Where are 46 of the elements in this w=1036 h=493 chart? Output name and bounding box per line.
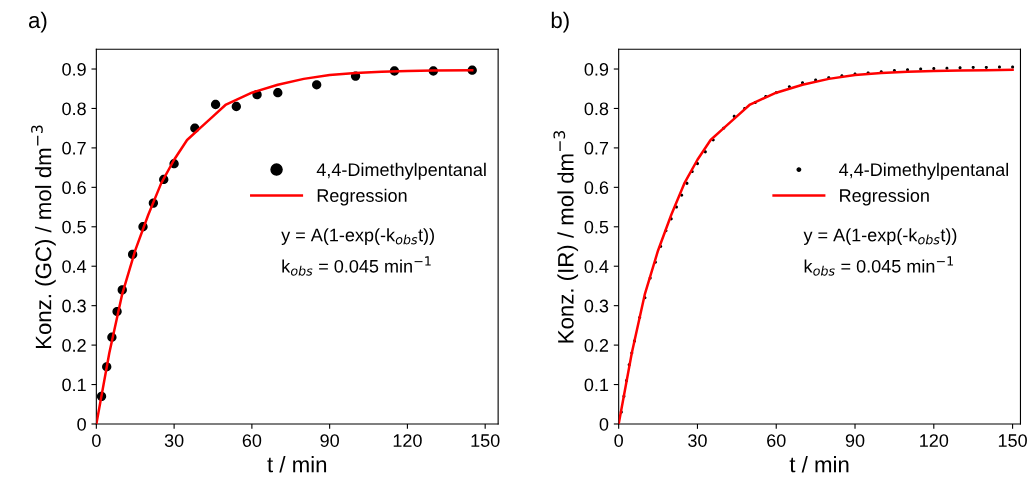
legend-label: Regression	[840, 188, 929, 206]
y-tick-label: 0.1	[62, 378, 86, 392]
x-tick-label: 0	[614, 434, 623, 447]
y-tick-label: 0.1	[584, 378, 609, 392]
legend-label: 4,4-Dimethylpentanal	[316, 162, 486, 180]
x-tick-label: 90	[320, 434, 339, 447]
x-tick-label: 60	[242, 434, 262, 447]
chart-title: a)	[28, 11, 47, 33]
annotation: k$_{obs}$ = 0.045 min$^{−1}$	[282, 256, 431, 276]
y-tick-label: 0.3	[62, 299, 86, 313]
x-tick-label: 120	[920, 434, 949, 447]
chart-title: b)	[551, 11, 569, 33]
y-tick-label: 0.6	[584, 181, 609, 195]
y-tick-label: 0	[77, 417, 86, 431]
y-tick-label: 0.5	[62, 220, 86, 234]
x-tick-label: 120	[393, 434, 422, 447]
y-tick-label: 0.9	[62, 62, 86, 76]
y-tick-label: 0.6	[62, 181, 86, 195]
y-tick-label: 0.3	[584, 299, 609, 313]
x-tick-label: 30	[164, 434, 184, 447]
x-tick-label: 90	[845, 434, 865, 447]
legend-label: 4,4-Dimethylpentanal	[839, 162, 1009, 180]
x-tick-label: 60	[767, 434, 786, 447]
x-tick-label: 0	[92, 434, 101, 447]
x-tick-label: 150	[998, 434, 1027, 447]
x-tick-label: 30	[688, 434, 707, 447]
y-tick-label: 0.2	[62, 339, 86, 352]
y-axis-title: Konz. (GC) / mol dm$^{−3}$	[31, 125, 56, 349]
annotation: y = A(1-exp(-k$_{obs}$t))	[803, 228, 957, 245]
y-tick-label: 0.4	[584, 260, 609, 273]
y-tick-label: 0	[599, 417, 609, 431]
x-axis-title: t / min	[789, 456, 849, 473]
y-tick-label: 0.2	[584, 339, 609, 352]
y-tick-label: 0.4	[62, 260, 87, 273]
x-tick-label: 150	[471, 434, 500, 447]
legend-label: Regression	[317, 188, 407, 206]
y-tick-label: 0.8	[584, 102, 609, 116]
y-tick-label: 0.9	[584, 62, 609, 76]
y-tick-label: 0.7	[62, 141, 86, 155]
y-tick-label: 0.5	[584, 220, 609, 234]
x-axis-title: t / min	[267, 456, 327, 473]
annotation: y = A(1-exp(-k$_{obs}$t))	[281, 228, 434, 245]
y-tick-label: 0.8	[62, 102, 86, 116]
annotation: k$_{obs}$ = 0.045 min$^{−1}$	[804, 256, 954, 276]
y-axis-title: Konz. (IR) / mol dm$^{−3}$	[553, 131, 579, 343]
y-tick-label: 0.7	[584, 141, 609, 155]
